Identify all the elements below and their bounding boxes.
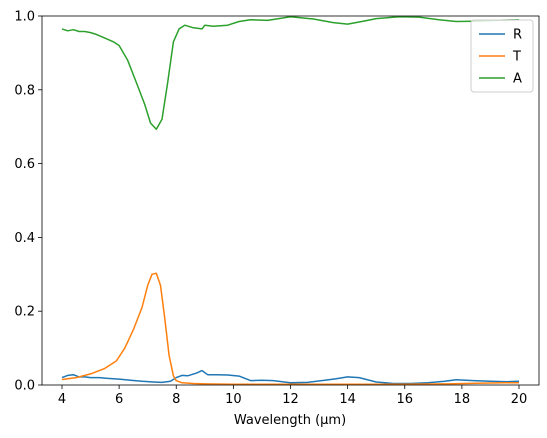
x-tick-label: 10: [225, 392, 242, 407]
legend: RTA: [470, 19, 534, 93]
legend-label-t: T: [512, 50, 521, 65]
x-tick-label: 16: [396, 392, 413, 407]
x-tick-label: 14: [339, 392, 356, 407]
y-tick-label: 0.6: [14, 157, 35, 172]
x-tick-label: 18: [454, 392, 471, 407]
x-tick-label: 20: [511, 392, 528, 407]
legend-label-r: R: [513, 28, 522, 43]
x-tick-label: 6: [115, 392, 123, 407]
y-tick-label: 0.0: [14, 379, 35, 394]
series-line-t: [61, 272, 519, 386]
y-tick-label: 0.4: [14, 231, 35, 246]
y-axis: 0.0 0.2 0.4 0.6 0.8 1.0: [14, 10, 42, 394]
y-tick-label: 1.0: [14, 10, 35, 25]
x-tick-label: 4: [58, 392, 66, 407]
plot-lines: [61, 15, 520, 386]
x-tick-label: 8: [172, 392, 180, 407]
x-axis: 4 6 8 10 12 14 16 18 20: [58, 385, 527, 407]
y-tick-label: 0.8: [14, 83, 35, 98]
series-line-r: [61, 369, 520, 385]
x-axis-label: Wavelength (μm): [234, 413, 346, 428]
y-tick-label: 0.2: [14, 305, 35, 320]
x-tick-label: 12: [282, 392, 299, 407]
legend-label-a: A: [513, 72, 522, 87]
series-line-a: [61, 15, 520, 131]
